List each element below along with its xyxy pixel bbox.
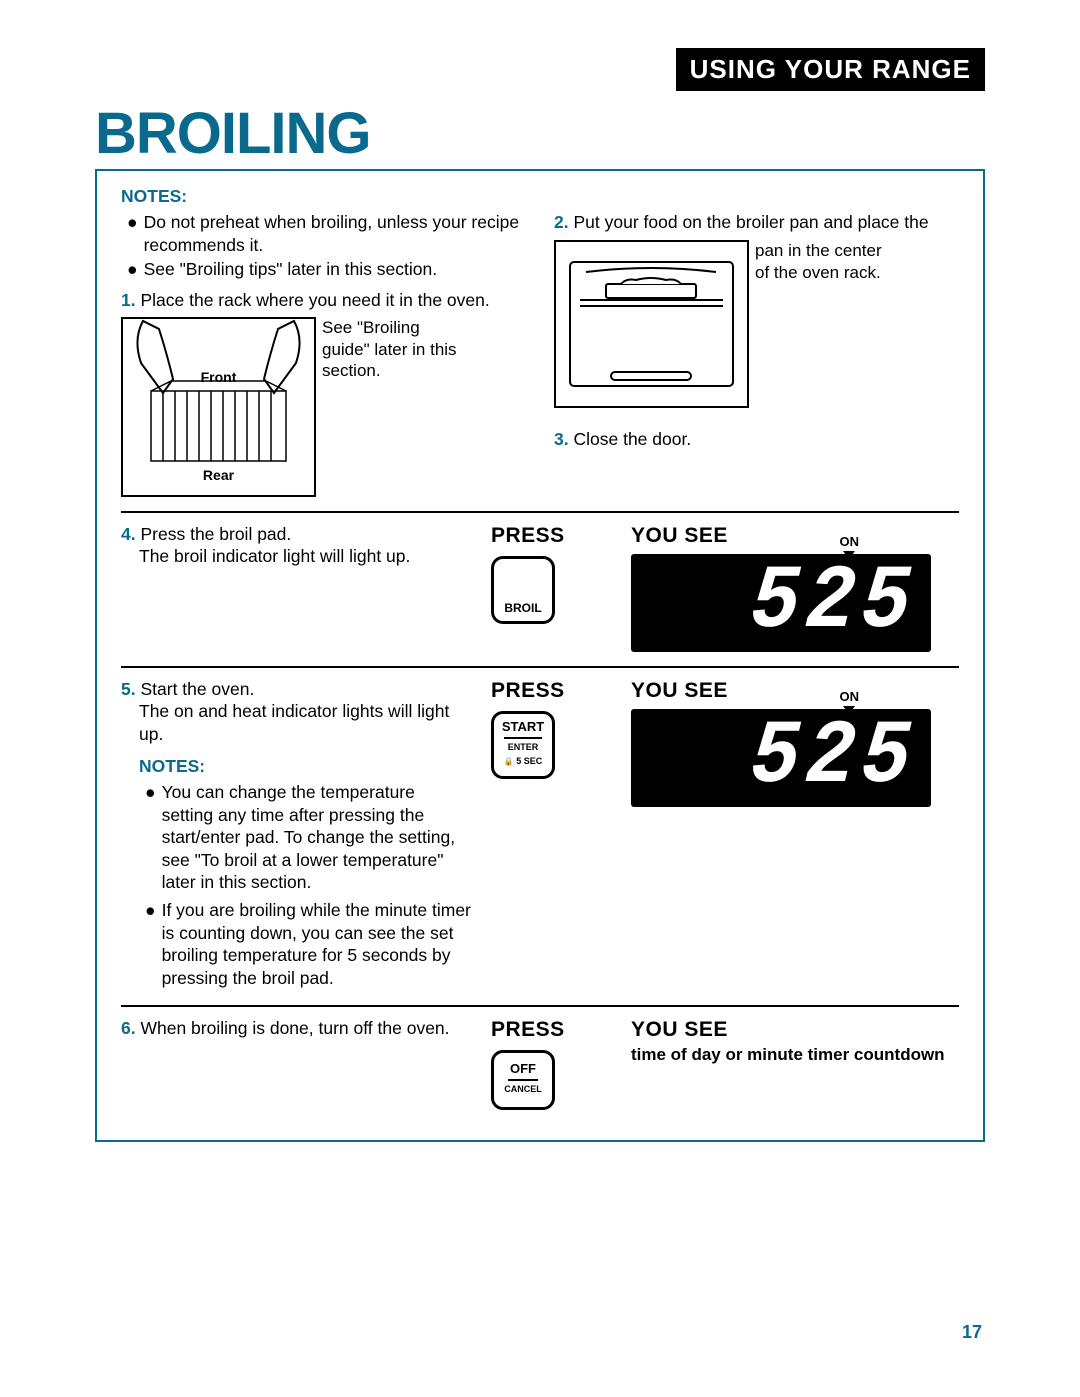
oven-display: ON 525 (631, 709, 931, 807)
on-label: ON (840, 689, 860, 704)
intro-note-1: ● Do not preheat when broiling, unless y… (121, 211, 526, 256)
step-number: 1. (121, 290, 136, 310)
display-value: 525 (749, 558, 920, 648)
step2-aside: pan in the center of the oven rack. (755, 240, 895, 284)
page-number: 17 (962, 1322, 982, 1343)
content-box: NOTES: ● Do not preheat when broiling, u… (95, 169, 985, 1142)
pad-divider (508, 1079, 538, 1081)
off-pad-button[interactable]: OFF CANCEL (491, 1050, 555, 1110)
note-text: You can change the temperature setting a… (162, 781, 471, 893)
start-pad-main: START (502, 720, 544, 734)
divider (121, 666, 959, 668)
press-header: PRESS (491, 523, 611, 550)
rack-diagram: Front Rear (121, 317, 316, 497)
yousee-text: time of day or minute timer countdown (631, 1044, 959, 1066)
start-pad-sub2: 🔒 5 SEC (504, 756, 543, 768)
step-5-row: 5. Start the oven. The on and heat indic… (121, 678, 959, 991)
step-5-text: 5. Start the oven. The on and heat indic… (121, 678, 471, 991)
step-6-text: 6. When broiling is done, turn off the o… (121, 1017, 471, 1039)
lock-icon: 🔒 (504, 757, 514, 766)
step5-note-2: ● If you are broiling while the minute t… (121, 899, 471, 989)
page-title: BROILING (95, 100, 985, 167)
intro-two-col: ● Do not preheat when broiling, unless y… (121, 211, 959, 497)
step-text: When broiling is done, turn off the oven… (140, 1018, 449, 1038)
yousee-column: YOU SEE ON 525 (631, 678, 959, 807)
off-pad-main: OFF (510, 1062, 536, 1076)
rack-front-label: Front (123, 369, 314, 387)
step-sub: The on and heat indicator lights will li… (121, 700, 471, 745)
note-text: If you are broiling while the minute tim… (162, 899, 471, 989)
step5-note-1: ● You can change the temperature setting… (121, 781, 471, 893)
intro-note-2: ● See "Broiling tips" later in this sect… (121, 258, 526, 280)
section-header: USING YOUR RANGE (676, 48, 985, 91)
step-2: 2. Put your food on the broiler pan and … (554, 211, 959, 233)
step-4-row: 4. Press the broil pad. The broil indica… (121, 523, 959, 652)
oven-svg (556, 242, 747, 406)
press-column: PRESS START ENTER 🔒 5 SEC (491, 678, 611, 779)
press-column: PRESS OFF CANCEL (491, 1017, 611, 1110)
notes-label: NOTES: (121, 755, 471, 777)
bullet-dot: ● (127, 258, 138, 280)
bullet-dot: ● (145, 899, 156, 989)
yousee-header: YOU SEE (631, 523, 728, 550)
note-text: Do not preheat when broiling, unless you… (144, 211, 526, 256)
yousee-column: YOU SEE time of day or minute timer coun… (631, 1017, 959, 1066)
step-number: 5. (121, 679, 136, 699)
start-pad-button[interactable]: START ENTER 🔒 5 SEC (491, 711, 555, 779)
rack-rear-label: Rear (123, 467, 314, 485)
yousee-header: YOU SEE (631, 678, 728, 705)
yousee-header: YOU SEE (631, 1017, 959, 1044)
broil-pad-label: BROIL (504, 602, 541, 615)
pad-divider (504, 737, 542, 739)
broil-pad-button[interactable]: BROIL (491, 556, 555, 624)
step-text: Close the door. (573, 429, 691, 449)
step-sub: The broil indicator light will light up. (121, 545, 471, 567)
step-number: 4. (121, 524, 136, 544)
oven-display: ON 525 (631, 554, 931, 652)
display-value: 525 (749, 713, 920, 803)
oven-diagram (554, 240, 749, 408)
step1-aside: See "Broiling guide" later in this secti… (322, 317, 462, 382)
step-6-row: 6. When broiling is done, turn off the o… (121, 1017, 959, 1110)
step-text: Place the rack where you need it in the … (140, 290, 489, 310)
start-pad-sub1: ENTER (508, 742, 539, 754)
press-header: PRESS (491, 678, 611, 705)
note-text: See "Broiling tips" later in this sectio… (144, 258, 438, 280)
step-3: 3. Close the door. (554, 428, 959, 450)
press-header: PRESS (491, 1017, 611, 1044)
notes-label: NOTES: (121, 185, 959, 207)
bullet-dot: ● (127, 211, 138, 256)
off-pad-sub: CANCEL (504, 1084, 542, 1096)
step-number: 6. (121, 1018, 136, 1038)
step-text: Start the oven. (140, 679, 254, 699)
step-text: Press the broil pad. (140, 524, 291, 544)
left-column: ● Do not preheat when broiling, unless y… (121, 211, 526, 497)
bullet-dot: ● (145, 781, 156, 893)
step-4-text: 4. Press the broil pad. The broil indica… (121, 523, 471, 568)
on-label: ON (840, 534, 860, 549)
yousee-column: YOU SEE ON 525 (631, 523, 959, 652)
step-1: 1. Place the rack where you need it in t… (121, 289, 526, 311)
step-number: 2. (554, 212, 569, 232)
press-column: PRESS BROIL (491, 523, 611, 624)
divider (121, 1005, 959, 1007)
step-number: 3. (554, 429, 569, 449)
right-column: 2. Put your food on the broiler pan and … (554, 211, 959, 497)
step-text: Put your food on the broiler pan and pla… (573, 212, 928, 232)
divider (121, 511, 959, 513)
